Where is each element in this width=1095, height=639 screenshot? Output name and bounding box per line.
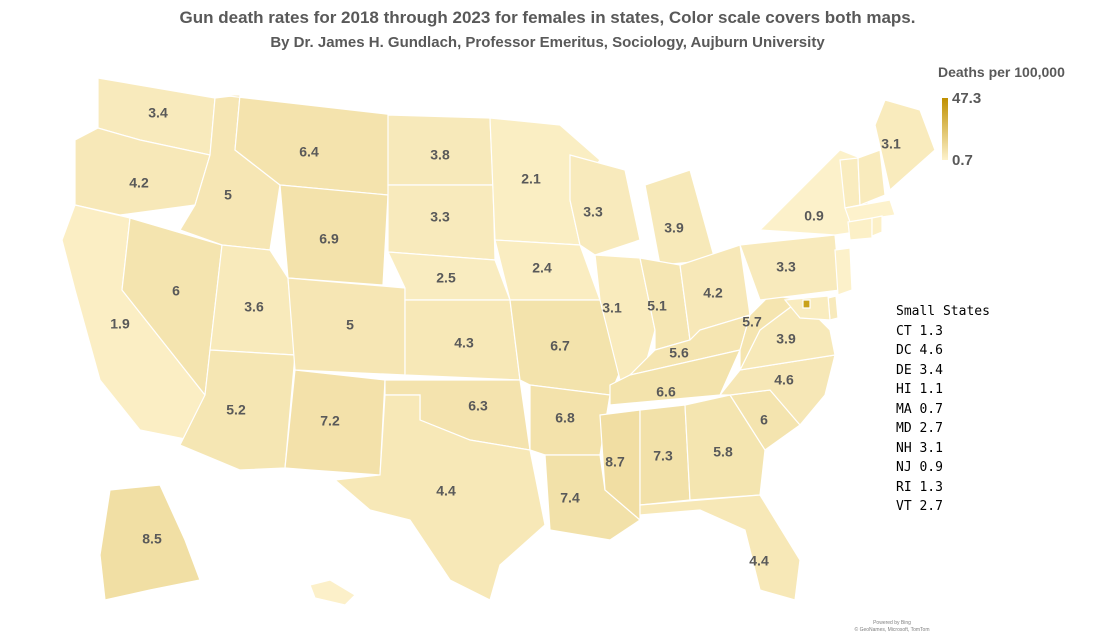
- attribution-credits: © GeoNames, Microsoft, TomTom: [854, 627, 930, 633]
- state-value-label-wa: 3.4: [148, 105, 168, 121]
- state-value-label-fl: 4.4: [749, 553, 769, 569]
- small-state-item: MD 2.7: [896, 421, 943, 436]
- state-value-label-pa: 3.3: [776, 259, 796, 275]
- state-value-label-il: 3.1: [602, 300, 622, 316]
- state-value-label-wy: 6.9: [319, 231, 339, 247]
- state-value-label-nm: 7.2: [320, 413, 340, 429]
- state-value-label-in: 5.1: [647, 298, 667, 314]
- state-value-label-me: 3.1: [881, 136, 901, 152]
- state-value-label-ks: 4.3: [454, 335, 474, 351]
- small-state-item: VT 2.7: [896, 499, 943, 514]
- legend-max-label: 47.3: [952, 90, 982, 107]
- state-ga: [684, 394, 766, 501]
- small-state-item: RI 1.3: [896, 479, 943, 495]
- legend-min-label: 0.7: [952, 152, 973, 169]
- state-tn: [609, 349, 742, 406]
- state-ri: [871, 215, 883, 237]
- state-value-label-ny: 0.9: [804, 208, 824, 224]
- state-value-label-mo: 6.7: [550, 338, 570, 354]
- state-value-label-az: 5.2: [226, 402, 246, 418]
- state-value-label-tx: 4.4: [436, 483, 456, 499]
- small-state-item: NH 3.1: [896, 440, 943, 456]
- state-value-label-ar: 6.8: [555, 410, 575, 426]
- state-value-label-ne: 2.5: [436, 270, 456, 286]
- state-shapes: [61, 77, 936, 606]
- state-value-label-ga: 5.8: [713, 444, 733, 460]
- state-value-label-nc: 4.6: [774, 372, 794, 388]
- state-hi: [309, 579, 356, 606]
- state-ak: [99, 484, 201, 601]
- state-value-label-nv: 6: [172, 283, 180, 299]
- state-value-label-co: 5: [346, 317, 354, 333]
- state-value-label-ok: 6.3: [468, 398, 488, 414]
- state-tx: [333, 394, 546, 601]
- small-state-item: DC 4.6: [896, 343, 943, 358]
- state-dc: [802, 299, 811, 309]
- state-nm: [284, 369, 386, 476]
- small-state-item: NJ 0.9: [896, 460, 943, 475]
- state-me: [874, 99, 936, 192]
- state-value-labels: 3.4 4.2 1.9 6 5 6.4 6.9 3.6 5.2 5 7.2 3.8 3.3 2.5 4.3 6…: [110, 105, 901, 569]
- state-value-label-id: 5: [224, 187, 232, 203]
- state-value-label-ia: 2.4: [532, 260, 552, 276]
- state-value-label-ky: 5.6: [669, 345, 689, 361]
- state-value-label-ms: 8.7: [605, 454, 625, 470]
- state-value-label-nd: 3.8: [430, 147, 450, 163]
- state-value-label-oh: 4.2: [703, 285, 723, 301]
- state-nh: [857, 149, 886, 206]
- state-ct: [847, 217, 873, 241]
- map-title: Gun death rates for 2018 through 2023 fo…: [179, 8, 916, 27]
- state-value-label-al: 7.3: [653, 448, 673, 464]
- state-value-label-tn: 6.6: [656, 384, 676, 400]
- small-state-item: DE 3.4: [896, 362, 943, 378]
- state-value-label-sc: 6: [760, 412, 768, 428]
- state-wi: [569, 154, 641, 256]
- state-value-label-wi: 3.3: [583, 204, 603, 220]
- state-fl: [639, 494, 801, 601]
- small-states-heading: Small States: [896, 304, 990, 319]
- state-value-label-mi: 3.9: [664, 220, 684, 236]
- state-nj: [834, 247, 853, 296]
- state-value-label-mn: 2.1: [521, 171, 541, 187]
- attribution-powered-by: Powered by Bing: [873, 620, 911, 626]
- state-value-label-mt: 6.4: [299, 144, 319, 160]
- state-ms: [599, 409, 641, 522]
- state-value-label-wv: 5.7: [742, 314, 762, 330]
- small-state-item: CT 1.3: [896, 323, 943, 339]
- state-value-label-or: 4.2: [129, 175, 149, 191]
- state-value-label-sd: 3.3: [430, 209, 450, 225]
- state-value-label-va: 3.9: [776, 331, 796, 347]
- map-subtitle: By Dr. James H. Gundlach, Professor Emer…: [270, 34, 825, 51]
- small-state-item: HI 1.1: [896, 382, 943, 397]
- legend-title: Deaths per 100,000: [938, 64, 1065, 80]
- legend-color-bar: [942, 98, 948, 160]
- state-value-label-ak: 8.5: [142, 531, 162, 547]
- state-value-label-ca: 1.9: [110, 316, 130, 332]
- state-value-label-la: 7.4: [560, 490, 580, 506]
- state-value-label-ut: 3.6: [244, 299, 264, 315]
- small-states-list: Small States CT 1.3 DC 4.6 DE 3.4 HI 1.1…: [896, 302, 990, 517]
- state-wy: [279, 184, 389, 286]
- map-attribution: Powered by Bing © GeoNames, Microsoft, T…: [842, 620, 942, 634]
- small-state-item: MA 0.7: [896, 401, 943, 417]
- state-mi: [644, 169, 716, 266]
